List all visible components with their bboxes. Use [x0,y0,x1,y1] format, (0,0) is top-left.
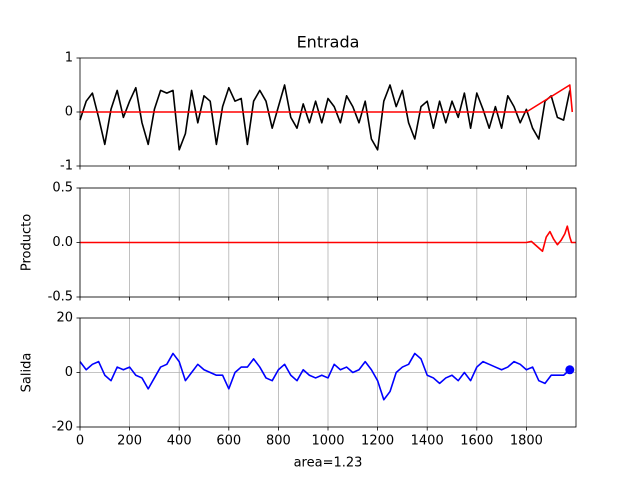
x-tick-label: 800 [266,434,291,449]
x-tick-label: 400 [167,434,192,449]
y-tick-label: 0 [65,365,73,380]
x-tick-label: 600 [216,434,241,449]
x-axis-label: area=1.23 [294,456,363,471]
axes-frame [79,57,577,167]
y-tick-label: -20 [52,420,73,435]
y-tick-label: 0 [65,105,73,120]
y-tick-label: 1 [65,51,73,66]
y-tick-label: 20 [56,311,73,326]
line-series [80,225,576,253]
y-tick-label: -0.5 [48,290,73,305]
x-tick-label: 1600 [460,434,493,449]
x-tick-label: 1000 [311,434,344,449]
chart-title: Entrada [297,33,360,52]
x-tick-label: 200 [117,434,142,449]
line-series [80,84,574,113]
x-tick-label: 0 [76,434,84,449]
y-tick-label: -1 [60,159,73,174]
axes-frame [79,317,577,428]
x-tick-label: 1800 [510,434,543,449]
y-axis-label: Producto [20,214,35,271]
x-tick-label: 1400 [411,434,444,449]
y-axis-label: Salida [20,353,35,393]
x-tick-label: 1200 [361,434,394,449]
y-tick-label: 0.5 [52,181,73,196]
y-tick-label: 0.0 [52,235,73,250]
line-series [79,352,571,401]
line-series [79,84,571,151]
endpoint-marker [565,365,575,375]
axes-frame [79,187,577,298]
